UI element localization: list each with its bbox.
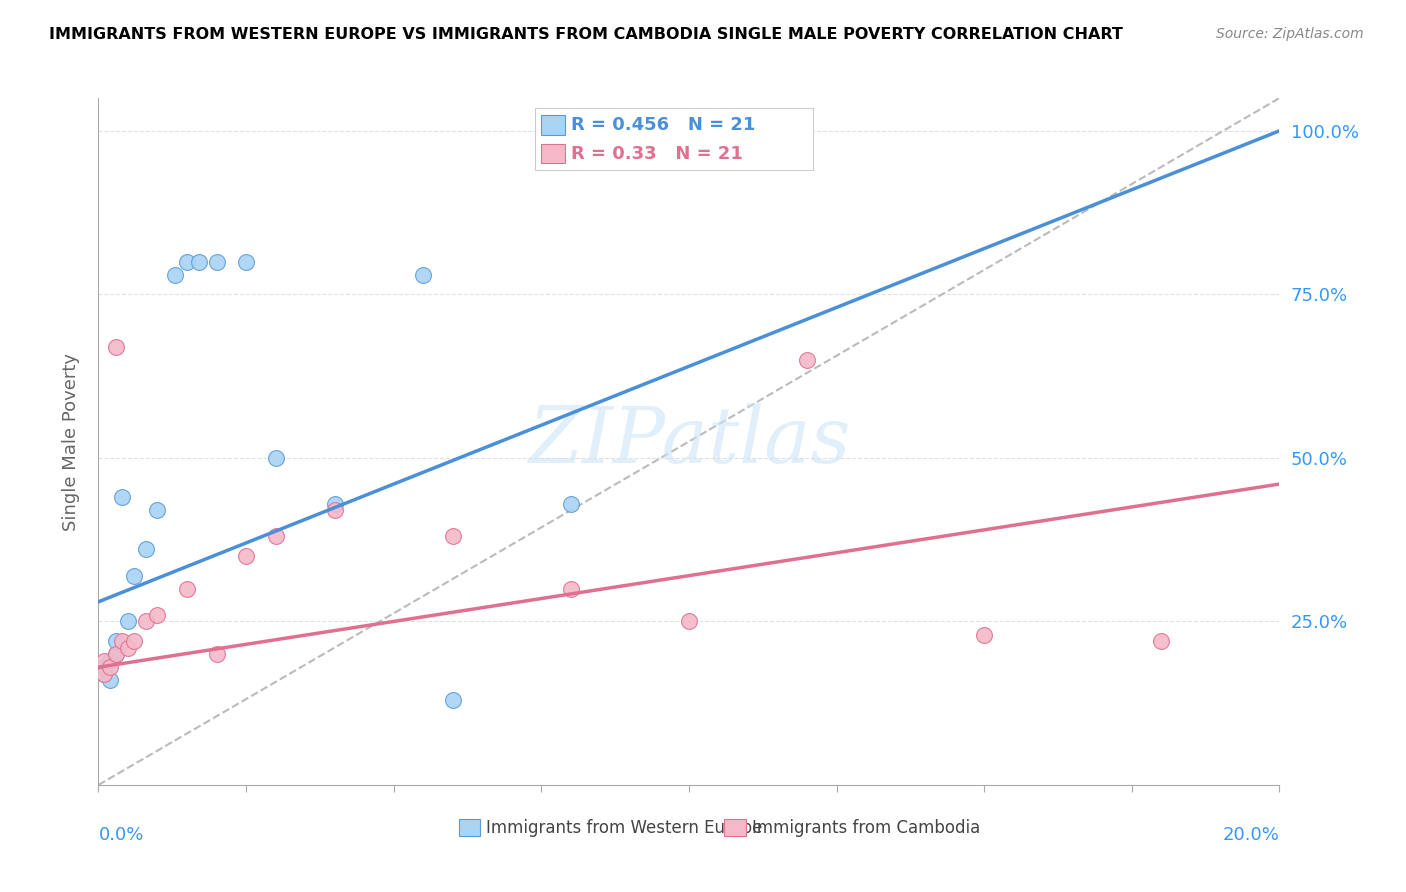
Point	[560, 497, 582, 511]
FancyBboxPatch shape	[458, 819, 479, 837]
Point	[117, 615, 139, 629]
Point	[412, 268, 434, 282]
Text: R = 0.456   N = 21: R = 0.456 N = 21	[571, 116, 755, 134]
FancyBboxPatch shape	[724, 819, 745, 837]
Text: R = 0.33   N = 21: R = 0.33 N = 21	[571, 145, 742, 162]
Point	[264, 450, 287, 465]
FancyBboxPatch shape	[536, 109, 813, 170]
Point	[323, 497, 346, 511]
Point	[176, 254, 198, 268]
Point	[176, 582, 198, 596]
Point	[93, 660, 115, 674]
Point	[264, 529, 287, 543]
Point	[205, 254, 228, 268]
FancyBboxPatch shape	[541, 115, 565, 135]
Point	[117, 640, 139, 655]
Point	[678, 615, 700, 629]
Text: Source: ZipAtlas.com: Source: ZipAtlas.com	[1216, 27, 1364, 41]
Point	[105, 647, 128, 661]
Point	[235, 254, 257, 268]
Point	[98, 673, 121, 688]
Y-axis label: Single Male Poverty: Single Male Poverty	[62, 352, 80, 531]
Text: Immigrants from Cambodia: Immigrants from Cambodia	[752, 819, 980, 837]
Point	[441, 529, 464, 543]
Point	[235, 549, 257, 563]
Point	[146, 503, 169, 517]
Point	[187, 254, 209, 268]
Point	[146, 607, 169, 622]
Point	[105, 647, 128, 661]
Text: 0.0%: 0.0%	[98, 826, 143, 844]
Point	[1150, 634, 1173, 648]
Point	[98, 660, 121, 674]
Text: 20.0%: 20.0%	[1223, 826, 1279, 844]
Point	[105, 340, 128, 354]
Point	[796, 352, 818, 367]
Point	[323, 503, 346, 517]
FancyBboxPatch shape	[541, 145, 565, 163]
Text: Immigrants from Western Europe: Immigrants from Western Europe	[486, 819, 762, 837]
Point	[98, 654, 121, 668]
Point	[205, 647, 228, 661]
Point	[165, 268, 187, 282]
Point	[105, 634, 128, 648]
Point	[93, 666, 115, 681]
Point	[111, 490, 134, 504]
Point	[122, 634, 145, 648]
Point	[441, 693, 464, 707]
Text: IMMIGRANTS FROM WESTERN EUROPE VS IMMIGRANTS FROM CAMBODIA SINGLE MALE POVERTY C: IMMIGRANTS FROM WESTERN EUROPE VS IMMIGR…	[49, 27, 1123, 42]
Point	[135, 542, 157, 557]
Point	[93, 654, 115, 668]
Point	[560, 582, 582, 596]
Point	[93, 666, 115, 681]
Point	[973, 627, 995, 641]
Point	[135, 615, 157, 629]
Text: ZIPatlas: ZIPatlas	[527, 403, 851, 480]
Point	[122, 568, 145, 582]
Point	[111, 634, 134, 648]
